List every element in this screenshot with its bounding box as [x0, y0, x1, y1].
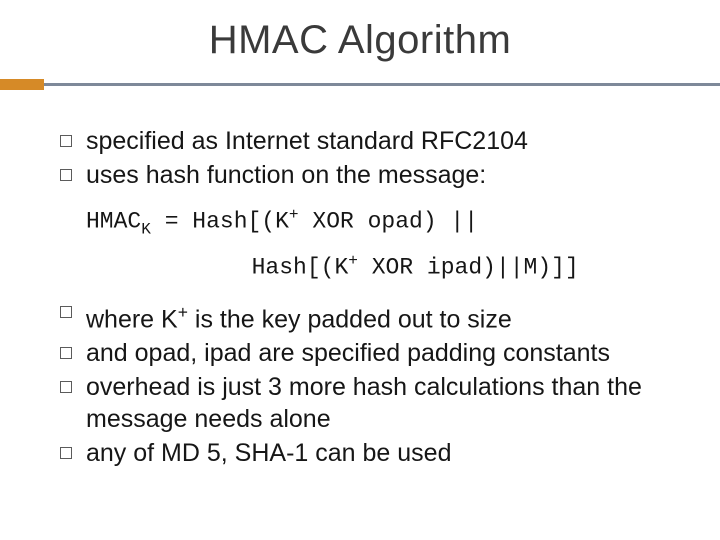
list-item: overhead is just 3 more hash calculation… — [56, 371, 664, 435]
bullet-text: is the key padded out to size — [188, 305, 512, 333]
code-text: XOR ipad)||M)]] — [358, 255, 579, 281]
list-item: and opad, ipad are specified padding con… — [56, 337, 664, 369]
rule-accent — [0, 79, 44, 90]
bullet-text: specified as Internet standard RFC2104 — [86, 127, 528, 155]
bullet-list-top: specified as Internet standard RFC2104 u… — [56, 125, 664, 191]
slide-body: specified as Internet standard RFC2104 u… — [0, 89, 720, 469]
code-text: HMAC — [86, 209, 141, 235]
slide: HMAC Algorithm specified as Internet sta… — [0, 0, 720, 540]
code-text: XOR opad) || — [299, 209, 478, 235]
rule-line — [0, 83, 720, 86]
bullet-sup: + — [178, 302, 188, 322]
bullet-text: where K — [86, 305, 178, 333]
code-block: HMACK = Hash[(K+ XOR opad) || Hash[(K+ X… — [86, 199, 664, 284]
slide-title: HMAC Algorithm — [0, 0, 720, 73]
bullet-text: overhead is just 3 more hash calculation… — [86, 373, 642, 433]
code-text: Hash[(K — [86, 255, 348, 281]
code-text: = Hash[(K — [151, 209, 289, 235]
title-rule — [0, 79, 720, 89]
list-item: uses hash function on the message: — [56, 159, 664, 191]
list-item: any of MD 5, SHA-1 can be used — [56, 437, 664, 469]
list-item: where K+ is the key padded out to size — [56, 296, 664, 335]
bullet-list-bottom: where K+ is the key padded out to size a… — [56, 296, 664, 469]
bullet-text: any of MD 5, SHA-1 can be used — [86, 439, 451, 467]
code-sup: + — [289, 206, 299, 224]
code-sup: + — [348, 252, 358, 270]
code-sub: K — [141, 220, 151, 238]
list-item: specified as Internet standard RFC2104 — [56, 125, 664, 157]
bullet-text: and opad, ipad are specified padding con… — [86, 339, 610, 367]
bullet-text: uses hash function on the message: — [86, 161, 486, 189]
